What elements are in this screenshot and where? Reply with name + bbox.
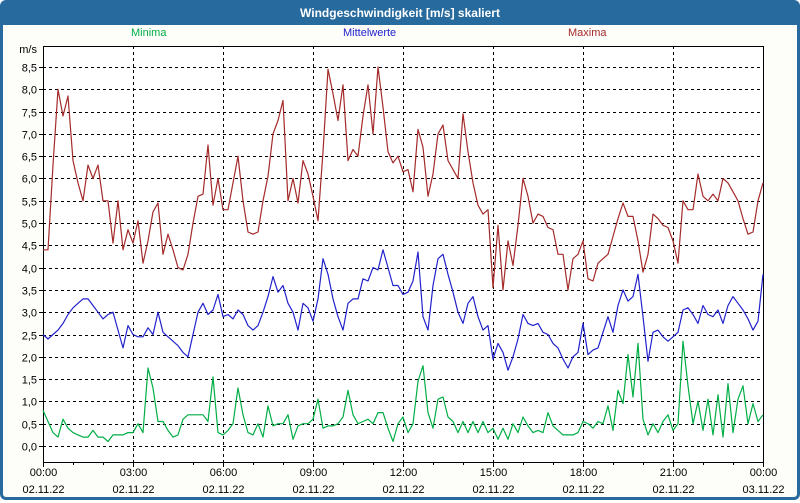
svg-text:4,5: 4,5 <box>22 241 37 253</box>
svg-text:4,0: 4,0 <box>22 264 37 276</box>
svg-text:7,5: 7,5 <box>22 108 37 120</box>
y-tick-labels: 8,5 8,0 7,5 7,0 6,5 6,0 5,5 5,0 4,5 4,0 3,5 3,0 2,5 2… <box>22 63 37 454</box>
svg-text:3,5: 3,5 <box>22 286 37 298</box>
svg-text:18:00: 18:00 <box>570 467 598 479</box>
svg-text:02.11.22: 02.11.22 <box>112 484 154 496</box>
svg-text:3,0: 3,0 <box>22 308 37 320</box>
svg-text:1,5: 1,5 <box>22 375 37 387</box>
svg-text:6,5: 6,5 <box>22 152 37 164</box>
svg-text:8,5: 8,5 <box>22 63 37 75</box>
svg-text:2,0: 2,0 <box>22 353 37 365</box>
svg-text:00:00: 00:00 <box>750 467 778 479</box>
svg-text:02.11.22: 02.11.22 <box>292 484 334 496</box>
y-axis-unit-label: m/s <box>19 44 37 56</box>
svg-text:06:00: 06:00 <box>210 467 238 479</box>
svg-text:6,0: 6,0 <box>22 174 37 186</box>
svg-text:00:00: 00:00 <box>30 467 58 479</box>
svg-text:0,5: 0,5 <box>22 420 37 432</box>
svg-text:03.11.22: 03.11.22 <box>742 484 784 496</box>
svg-text:2,5: 2,5 <box>22 331 37 343</box>
svg-text:15:00: 15:00 <box>480 467 508 479</box>
svg-text:7,0: 7,0 <box>22 130 37 142</box>
svg-text:1,0: 1,0 <box>22 397 37 409</box>
svg-text:5,5: 5,5 <box>22 197 37 209</box>
svg-text:02.11.22: 02.11.22 <box>652 484 694 496</box>
svg-text:03:00: 03:00 <box>120 467 148 479</box>
wind-speed-chart: 8,5 8,0 7,5 7,0 6,5 6,0 5,5 5,0 4,5 4,0 3,5 3,0 2,5 2… <box>3 3 800 503</box>
svg-text:02.11.22: 02.11.22 <box>202 484 244 496</box>
svg-text:21:00: 21:00 <box>660 467 688 479</box>
svg-text:8,0: 8,0 <box>22 85 37 97</box>
x-tick-labels: 00:00 02.11.22 03:00 02.11.22 06:00 02.11.22 0… <box>22 467 784 496</box>
svg-text:0,0: 0,0 <box>22 442 37 454</box>
svg-text:02.11.22: 02.11.22 <box>382 484 424 496</box>
svg-text:02.11.22: 02.11.22 <box>562 484 604 496</box>
svg-text:02.11.22: 02.11.22 <box>472 484 514 496</box>
svg-text:02.11.22: 02.11.22 <box>22 484 64 496</box>
svg-text:12:00: 12:00 <box>390 467 418 479</box>
svg-text:5,0: 5,0 <box>22 219 37 231</box>
svg-text:09:00: 09:00 <box>300 467 328 479</box>
